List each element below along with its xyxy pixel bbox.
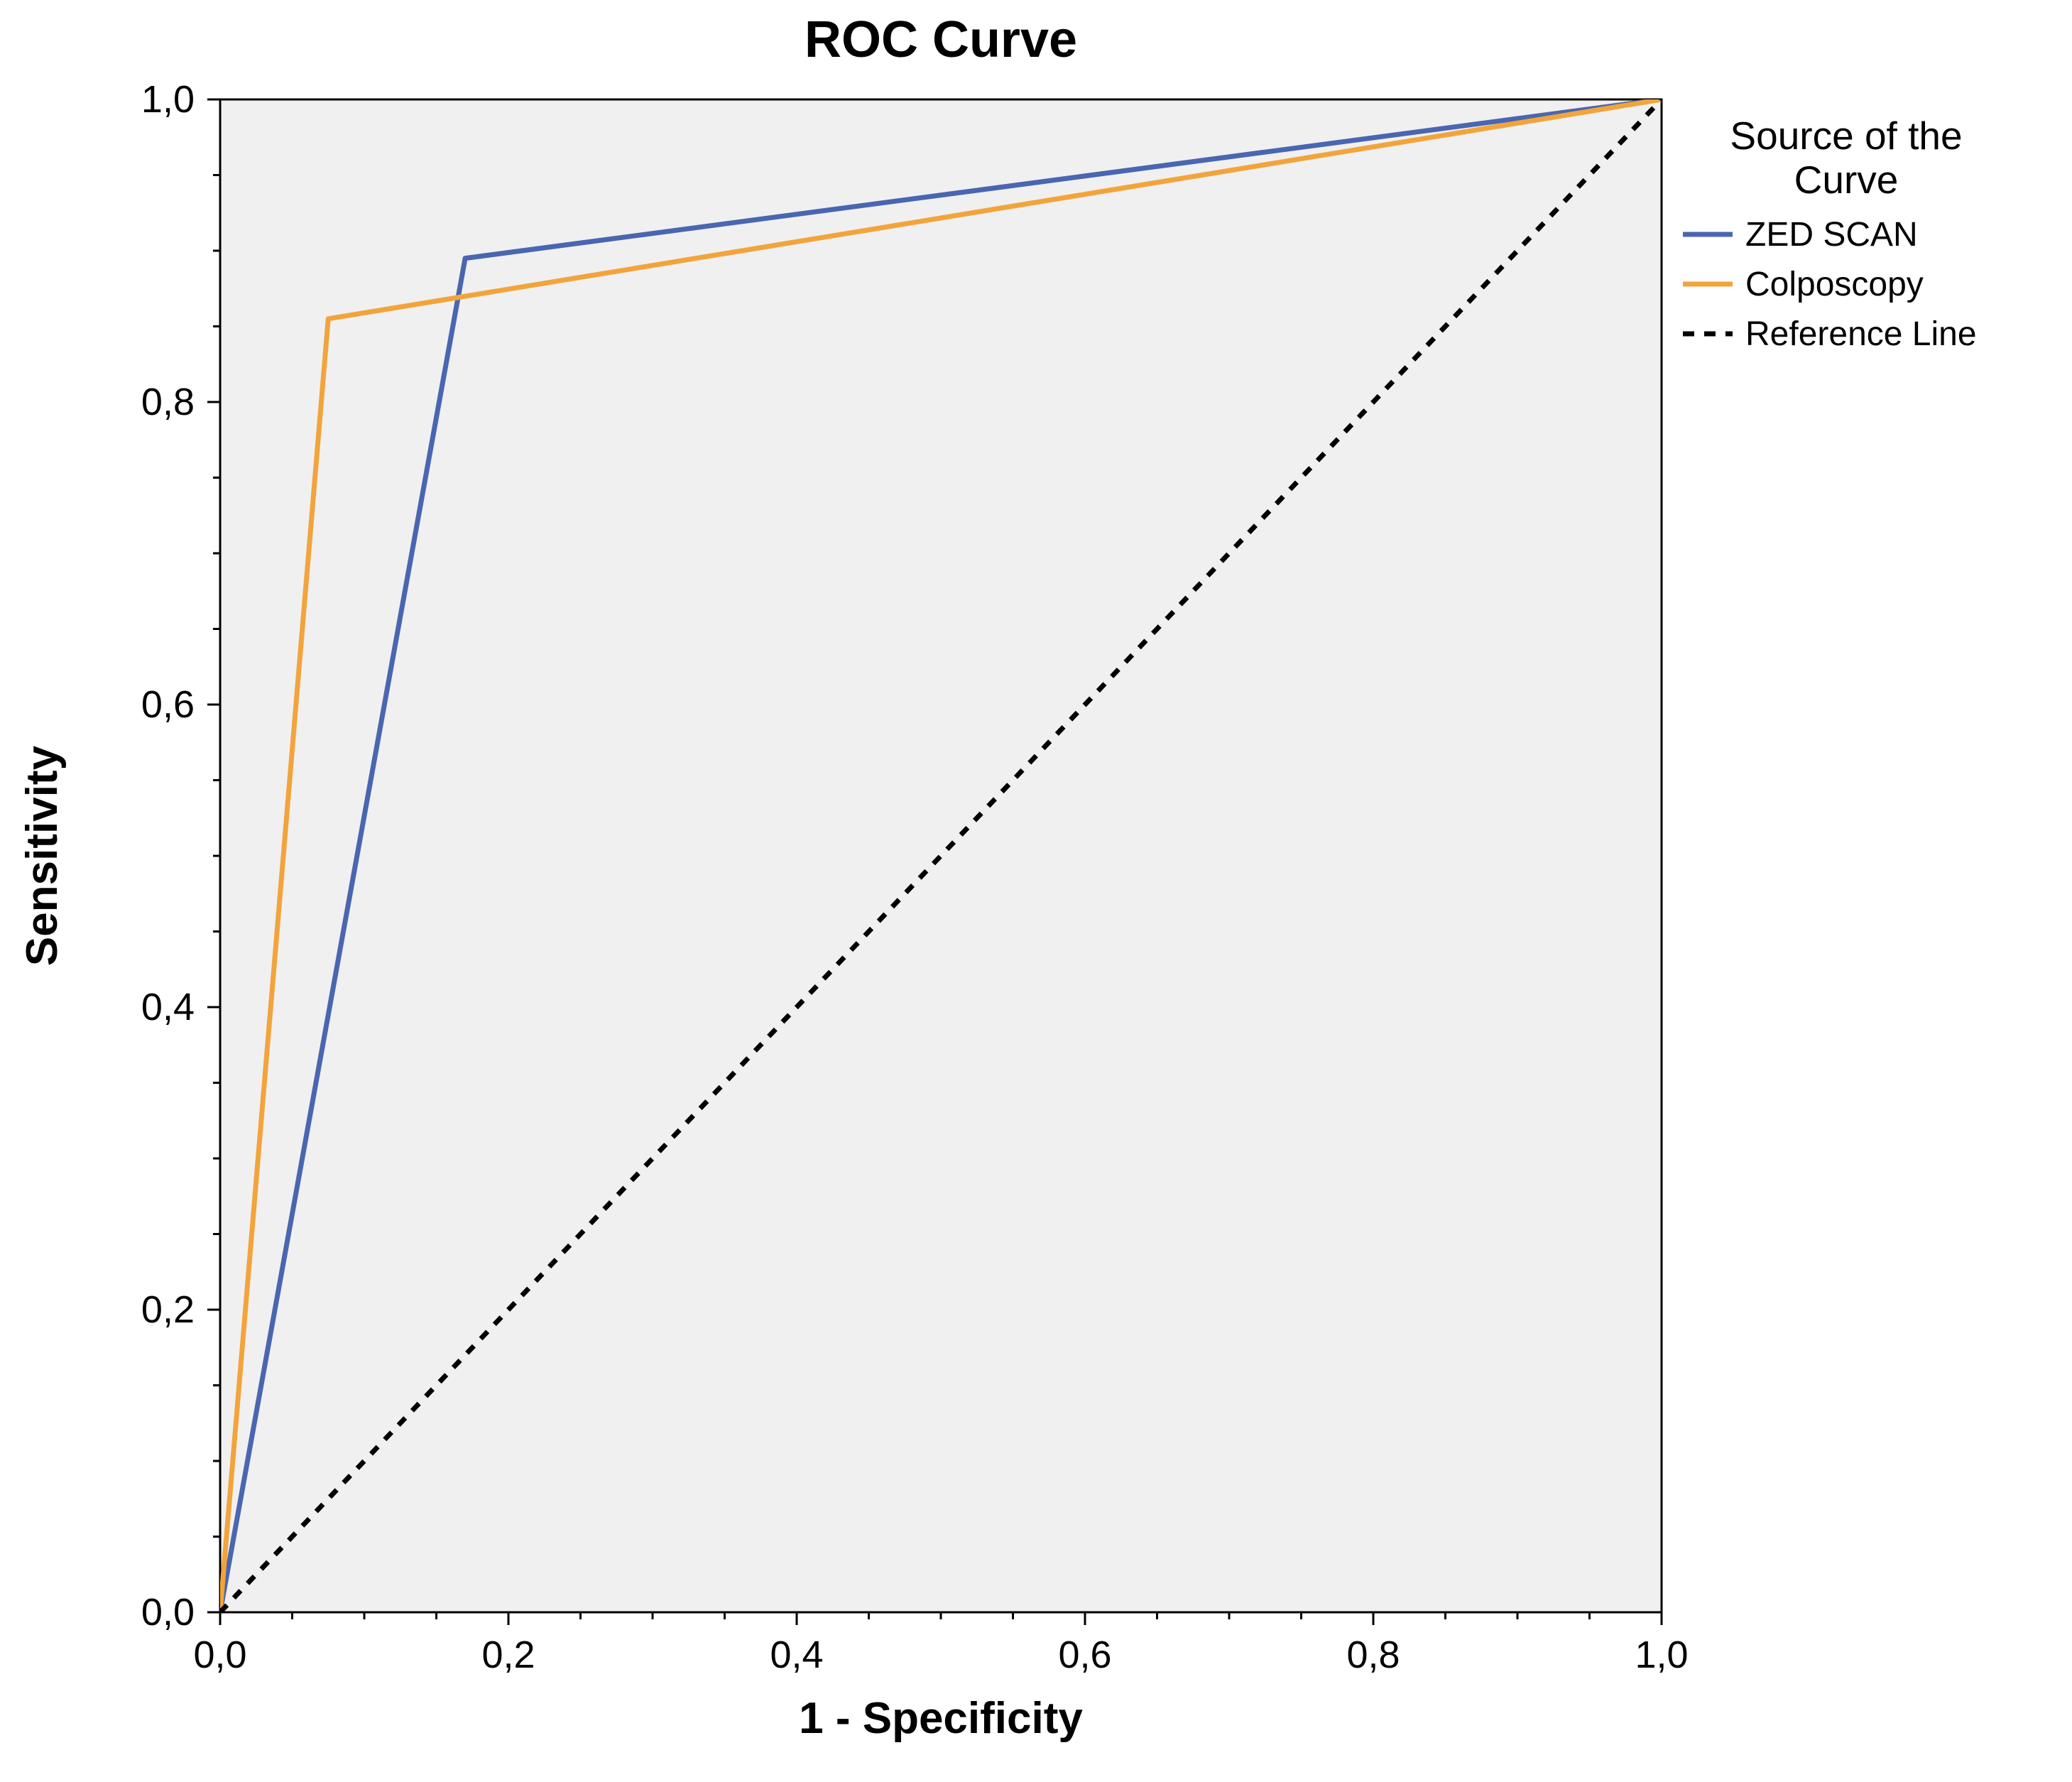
y-axis-label: Sensitivity xyxy=(18,745,67,966)
legend-label: ZED SCAN xyxy=(1745,216,1918,254)
chart-title: ROC Curve xyxy=(805,11,1077,68)
y-tick-label: 0,4 xyxy=(141,986,195,1028)
legend-title: Source of the xyxy=(1730,114,1962,158)
legend-label: Reference Line xyxy=(1745,315,1977,353)
y-tick-label: 0,0 xyxy=(141,1591,195,1634)
roc-chart: ROC Curve 0,0 0,2 0,4 0,6 0,8 1,0 1 - Specifici… xyxy=(0,0,2072,1782)
x-tick-label: 0,4 xyxy=(770,1634,823,1676)
x-tick-label: 0,0 xyxy=(193,1634,246,1676)
legend-label: Colposcopy xyxy=(1745,266,1924,303)
x-tick-label: 0,6 xyxy=(1058,1634,1111,1676)
y-tick-label: 1,0 xyxy=(141,78,195,121)
y-tick-label: 0,2 xyxy=(141,1288,195,1331)
legend-title-line2: Curve xyxy=(1794,158,1899,202)
x-tick-label: 0,2 xyxy=(481,1634,535,1676)
y-tick-label: 0,8 xyxy=(141,381,195,423)
roc-svg: ROC Curve 0,0 0,2 0,4 0,6 0,8 1,0 1 - Specifici… xyxy=(0,0,2072,1782)
x-tick-label: 1,0 xyxy=(1635,1634,1688,1676)
y-tick-label: 0,6 xyxy=(141,683,195,726)
x-tick-label: 0,8 xyxy=(1346,1634,1400,1676)
x-axis-label: 1 - Specificity xyxy=(799,1694,1083,1743)
